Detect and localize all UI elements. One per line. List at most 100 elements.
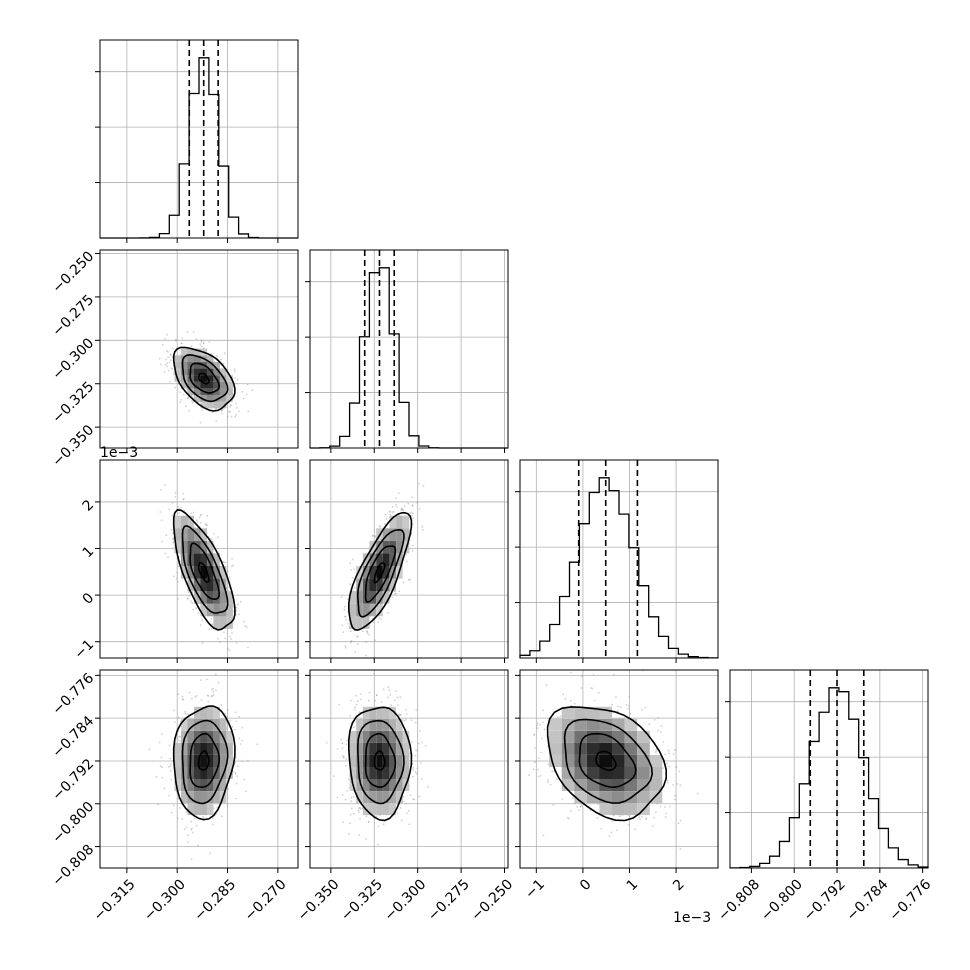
density-cell <box>200 791 207 804</box>
sample-point <box>407 809 410 812</box>
sample-point <box>357 700 359 703</box>
sample-point <box>163 371 166 374</box>
density-cell <box>200 603 207 617</box>
sample-point <box>182 698 185 701</box>
sample-point <box>402 508 405 511</box>
sample-point <box>195 519 198 521</box>
contour-2 <box>364 545 397 603</box>
sample-point <box>357 811 360 813</box>
sample-point <box>360 698 362 701</box>
sample-point <box>199 343 202 346</box>
sample-point <box>179 506 182 509</box>
sample-point <box>344 605 346 608</box>
density-cell <box>389 730 396 743</box>
sample-point <box>421 525 424 528</box>
sample-point <box>411 504 414 506</box>
density-cell <box>389 779 396 791</box>
contour-0 <box>172 509 236 631</box>
sample-point <box>389 693 392 696</box>
density-cell <box>226 603 233 617</box>
sample-point <box>365 838 367 840</box>
sample-point <box>188 595 191 598</box>
sample-point <box>171 368 174 370</box>
density-cell <box>200 803 207 816</box>
sample-point <box>161 344 164 346</box>
sample-point <box>395 592 398 595</box>
sample-point <box>344 615 347 618</box>
sample-point <box>216 355 218 358</box>
density-cell <box>200 755 207 767</box>
sample-point <box>251 389 254 392</box>
sample-point <box>195 824 198 827</box>
density-cell <box>382 755 390 767</box>
sample-point <box>197 612 200 615</box>
density-cell <box>376 540 383 554</box>
sample-point <box>394 593 396 595</box>
density-cell <box>200 401 207 409</box>
density-cell <box>200 528 207 541</box>
sample-point <box>184 710 187 713</box>
density-cell <box>402 528 410 541</box>
sample-point <box>230 404 233 407</box>
density-cell <box>187 730 194 743</box>
sample-point <box>246 383 249 386</box>
sample-point <box>411 505 414 507</box>
sample-point <box>340 596 343 598</box>
sample-point <box>368 634 371 636</box>
sample-point <box>384 513 387 516</box>
density-cell <box>396 755 403 767</box>
sample-point <box>402 795 405 798</box>
density-cell <box>200 375 207 382</box>
sample-point <box>188 691 191 694</box>
density-cell <box>226 730 233 743</box>
sample-point <box>207 700 210 703</box>
sample-point <box>234 728 237 731</box>
sample-point <box>155 776 158 778</box>
sample-point <box>419 762 422 764</box>
sample-point <box>212 690 215 693</box>
density-cell <box>213 381 220 389</box>
sample-point <box>416 767 419 770</box>
sample-point <box>175 571 178 574</box>
sample-point <box>357 809 360 812</box>
sample-point <box>226 586 228 589</box>
sample-point <box>181 342 183 345</box>
density-cell <box>226 755 233 767</box>
density-cell <box>369 730 377 743</box>
density-cell <box>213 730 220 743</box>
density-cell <box>187 388 194 396</box>
sample-point <box>201 409 204 412</box>
sample-point <box>168 744 171 747</box>
histogram-2 <box>519 477 719 659</box>
sample-point <box>393 699 396 702</box>
density-cell <box>181 791 188 804</box>
density-cell <box>213 767 220 779</box>
sample-point <box>374 699 377 702</box>
density-cell <box>194 706 201 719</box>
sample-point <box>186 713 188 715</box>
sample-point <box>228 649 231 652</box>
density-cell <box>213 755 220 767</box>
sample-point <box>424 744 427 747</box>
density-cell <box>376 603 383 617</box>
density-cell <box>226 388 233 396</box>
sample-point <box>402 509 404 512</box>
sample-point <box>226 715 228 718</box>
density-cell <box>206 388 214 396</box>
density-cell <box>213 553 220 566</box>
sample-point <box>220 412 223 415</box>
sample-point <box>398 590 401 593</box>
density-cell <box>389 528 396 541</box>
sample-point <box>340 738 342 741</box>
density-cell <box>376 718 383 731</box>
density-cell <box>200 566 207 579</box>
contour-3 <box>373 750 386 771</box>
density-cell <box>206 368 214 376</box>
sample-point <box>180 342 183 344</box>
density-cell <box>396 540 403 554</box>
density-cell <box>174 767 181 779</box>
sample-point <box>341 742 344 744</box>
sample-point <box>355 694 358 697</box>
sample-point <box>332 775 335 777</box>
sample-point <box>368 691 371 694</box>
